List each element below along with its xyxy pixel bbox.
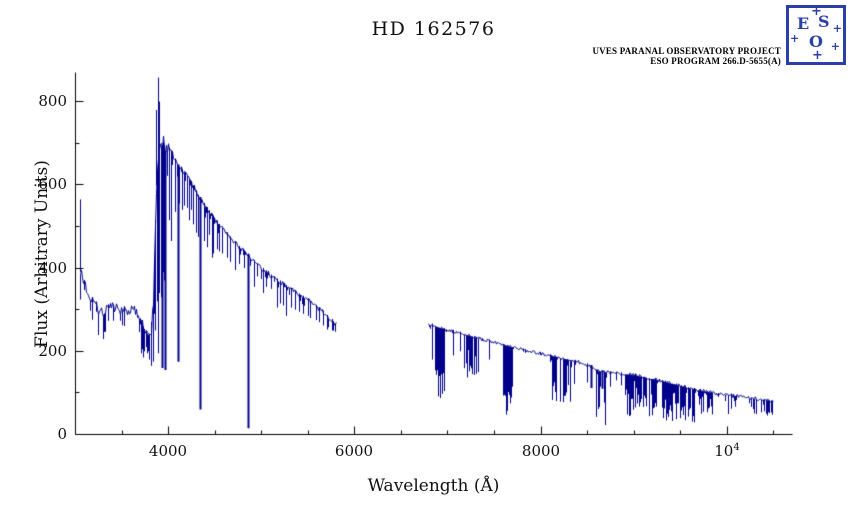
credit-line-program: ESO PROGRAM 266.D-5655(A) [650,56,781,66]
x-tick-label: 4000 [148,442,188,460]
eso-logo: + E S + + O + + [786,4,846,65]
x-tick-label: 6000 [334,442,374,460]
star-icon: + [790,32,800,45]
x-tick-label: 8000 [521,442,561,460]
logo-letter-e: E [797,14,810,33]
credit-block: UVES PARANAL OBSERVATORY PROJECT ESO PRO… [592,46,781,66]
logo-letter-o: O [809,32,823,51]
credit-line-project: UVES PARANAL OBSERVATORY PROJECT [592,46,781,56]
y-tick-label: 800 [38,92,67,110]
x-tick-label: 104 [714,442,740,460]
y-tick-label: 0 [57,425,67,443]
y-axis-label: Flux (Arbitrary Units) [32,160,52,348]
logo-letter-s: S [818,12,830,31]
y-tick-label: 600 [38,175,67,193]
star-icon: + [811,4,822,19]
y-tick-label: 400 [38,259,67,277]
y-tick-label: 200 [38,342,67,360]
plot-title: HD 162576 [371,18,496,40]
star-icon: + [830,40,840,53]
star-icon: + [812,48,823,63]
star-icon: + [832,22,842,35]
x-axis-label: Wavelength (Å) [367,476,500,496]
